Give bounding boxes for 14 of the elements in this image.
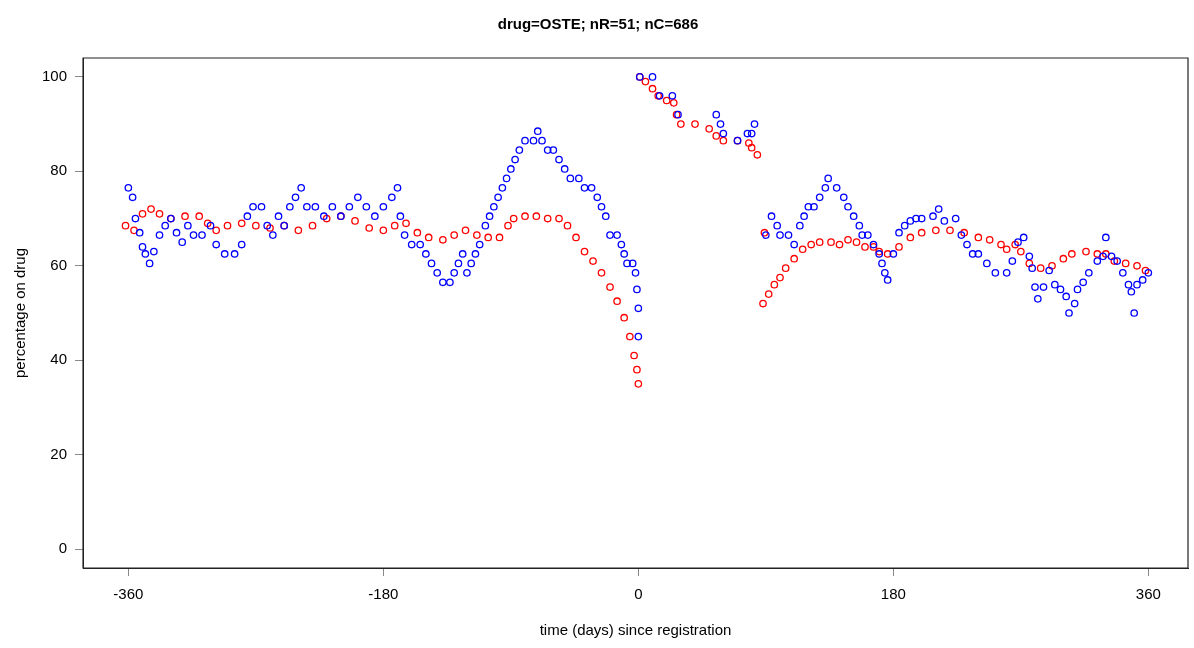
y-tick-label: 100 xyxy=(42,67,68,85)
x-tick-label: -360 xyxy=(113,585,144,603)
x-tick-label: -180 xyxy=(368,585,399,603)
chart-title: drug=OSTE; nR=51; nC=686 xyxy=(497,15,699,33)
y-axis-title: percentage on drug xyxy=(11,247,29,379)
y-tick-label: 40 xyxy=(50,350,68,368)
y-tick-label: 80 xyxy=(50,161,68,179)
y-tick-label: 20 xyxy=(50,444,68,462)
x-tick-label: 180 xyxy=(880,585,906,603)
x-tick-label: 360 xyxy=(1135,585,1161,603)
x-tick-label: 0 xyxy=(634,585,643,603)
y-tick-label: 60 xyxy=(50,255,68,273)
y-tick-label: 0 xyxy=(58,539,68,557)
x-axis-title: time (days) since registration xyxy=(539,621,732,639)
